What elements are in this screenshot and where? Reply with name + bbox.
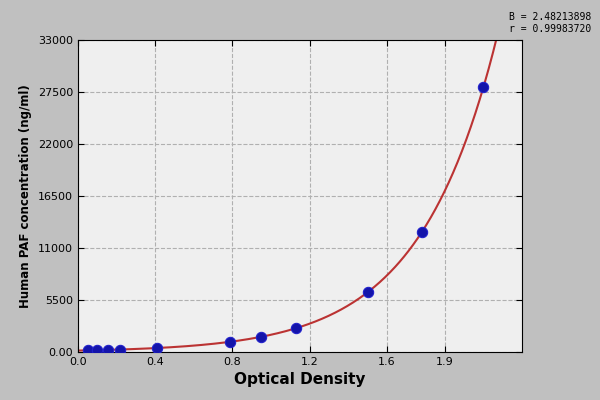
Point [257,334,266,340]
Point [83,347,93,354]
Point [103,347,113,353]
Point [292,325,301,331]
Point [417,229,427,236]
Text: B = 2.48213898
r = 0.99983720: B = 2.48213898 r = 0.99983720 [509,12,591,34]
Point [225,339,235,345]
Point [152,345,162,351]
Point [116,346,125,353]
X-axis label: Optical Density: Optical Density [234,372,366,388]
Point [92,347,102,353]
Y-axis label: Human PAF concentration (ng/ml): Human PAF concentration (ng/ml) [19,84,32,308]
Point [363,289,373,296]
Point [479,84,488,90]
